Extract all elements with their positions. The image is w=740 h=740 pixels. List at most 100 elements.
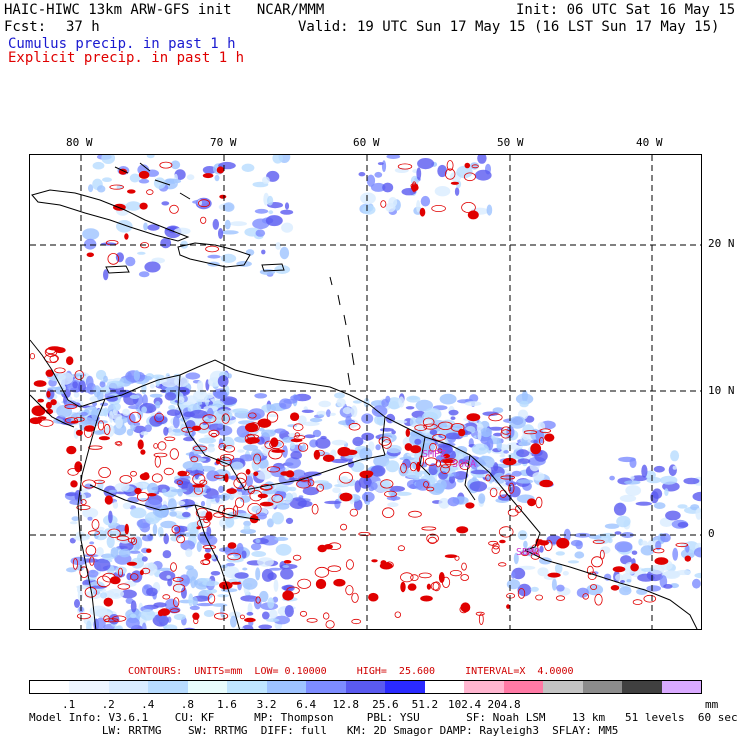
cumulus-cell	[156, 411, 162, 418]
cumulus-cell	[236, 626, 245, 629]
cumulus-cell	[232, 408, 249, 414]
cumulus-cell	[190, 457, 207, 462]
cumulus-cell	[149, 393, 163, 398]
explicit-cell	[368, 592, 379, 602]
cumulus-cell	[84, 238, 97, 250]
cumulus-legend: Cumulus precip. in past 1 h	[8, 36, 236, 52]
cumulus-cell	[398, 396, 405, 408]
cumulus-cell	[210, 571, 221, 576]
explicit-cell	[70, 480, 78, 488]
explicit-cell	[44, 347, 58, 358]
cumulus-cell	[646, 585, 661, 592]
explicit-cell	[348, 422, 361, 431]
cumulus-cell	[614, 541, 633, 553]
explicit-cell	[91, 519, 100, 530]
cumulus-cell	[257, 512, 267, 520]
cumulus-cell	[361, 491, 375, 503]
cumulus-cell	[391, 420, 408, 424]
explicit-cell	[107, 253, 120, 265]
cumulus-cell	[509, 485, 521, 498]
colorbar-bin	[187, 681, 228, 693]
cumulus-cell	[186, 174, 195, 181]
cumulus-cell	[641, 540, 648, 546]
cumulus-cell	[166, 409, 181, 416]
explicit-cell	[45, 348, 56, 355]
cumulus-cell	[161, 201, 170, 206]
cumulus-cell	[240, 528, 256, 534]
cumulus-cell	[517, 458, 531, 465]
explicit-cell	[351, 592, 359, 603]
cumulus-cell	[255, 229, 266, 237]
cumulus-cell	[478, 493, 486, 504]
colorbar-tick-label: .4	[141, 698, 155, 711]
explicit-cell	[299, 610, 308, 617]
explicit-cell	[475, 611, 485, 616]
cumulus-cell	[97, 185, 106, 193]
explicit-cell	[363, 470, 374, 477]
cumulus-cell	[477, 430, 482, 441]
cumulus-cell	[353, 499, 363, 511]
cumulus-cell	[482, 411, 499, 417]
explicit-cell	[444, 554, 458, 558]
cumulus-cell	[625, 485, 642, 496]
explicit-cell	[643, 594, 657, 603]
explicit-cell	[422, 417, 435, 427]
cumulus-cell	[258, 624, 273, 629]
cumulus-cell	[93, 558, 111, 572]
cumulus-cell	[315, 437, 331, 449]
cumulus-cell	[290, 451, 303, 460]
explicit-cell	[535, 594, 544, 601]
cumulus-cell	[240, 489, 252, 496]
explicit-cell	[103, 423, 111, 435]
explicit-cell	[498, 526, 514, 538]
explicit-cell	[314, 566, 330, 578]
coast-cuba	[31, 189, 190, 242]
explicit-cell	[266, 411, 279, 423]
explicit-cell	[500, 426, 512, 435]
cumulus-cell	[641, 567, 655, 572]
explicit-cell	[313, 449, 321, 460]
explicit-cell	[400, 572, 414, 583]
cumulus-cell	[653, 465, 665, 473]
cumulus-cell	[206, 526, 212, 537]
cumulus-cell	[374, 171, 383, 178]
cumulus-cell	[574, 551, 585, 559]
explicit-cell	[236, 472, 248, 484]
explicit-cell	[137, 439, 144, 450]
explicit-cell	[79, 566, 89, 579]
cumulus-cell	[125, 617, 140, 629]
cumulus-cell	[416, 200, 421, 213]
explicit-cell	[498, 562, 507, 567]
forecast-hour: 37 h	[66, 19, 100, 35]
cumulus-cell	[664, 488, 669, 496]
cumulus-cell	[421, 461, 428, 468]
cumulus-cell	[196, 602, 214, 607]
cumulus-cell	[604, 523, 620, 529]
colorbar-bin	[108, 681, 149, 693]
explicit-cell	[429, 442, 437, 452]
cumulus-cell	[257, 557, 274, 567]
explicit-cell	[127, 537, 136, 543]
explicit-cell	[430, 581, 440, 591]
cumulus-cell	[521, 390, 528, 403]
explicit-cell	[539, 479, 554, 488]
explicit-cell	[297, 578, 312, 589]
colorbar-tick-label: .8	[180, 698, 194, 711]
coast-south-america-pacific	[77, 398, 106, 629]
explicit-cell	[172, 583, 186, 593]
cumulus-cell	[533, 439, 538, 444]
explicit-cell	[177, 470, 188, 477]
explicit-cell	[192, 473, 206, 485]
cumulus-cell	[220, 493, 230, 501]
cumulus-cell	[173, 525, 189, 533]
colorbar-unit: mm	[705, 698, 719, 711]
cumulus-cell	[282, 445, 288, 458]
explicit-cell	[463, 172, 476, 182]
explicit-cell	[323, 544, 333, 550]
cumulus-cell	[176, 500, 186, 506]
explicit-cell	[410, 574, 419, 581]
cumulus-cell	[371, 405, 388, 417]
cumulus-cell	[660, 533, 671, 543]
cumulus-cell	[273, 615, 290, 625]
explicit-cell	[235, 497, 245, 509]
